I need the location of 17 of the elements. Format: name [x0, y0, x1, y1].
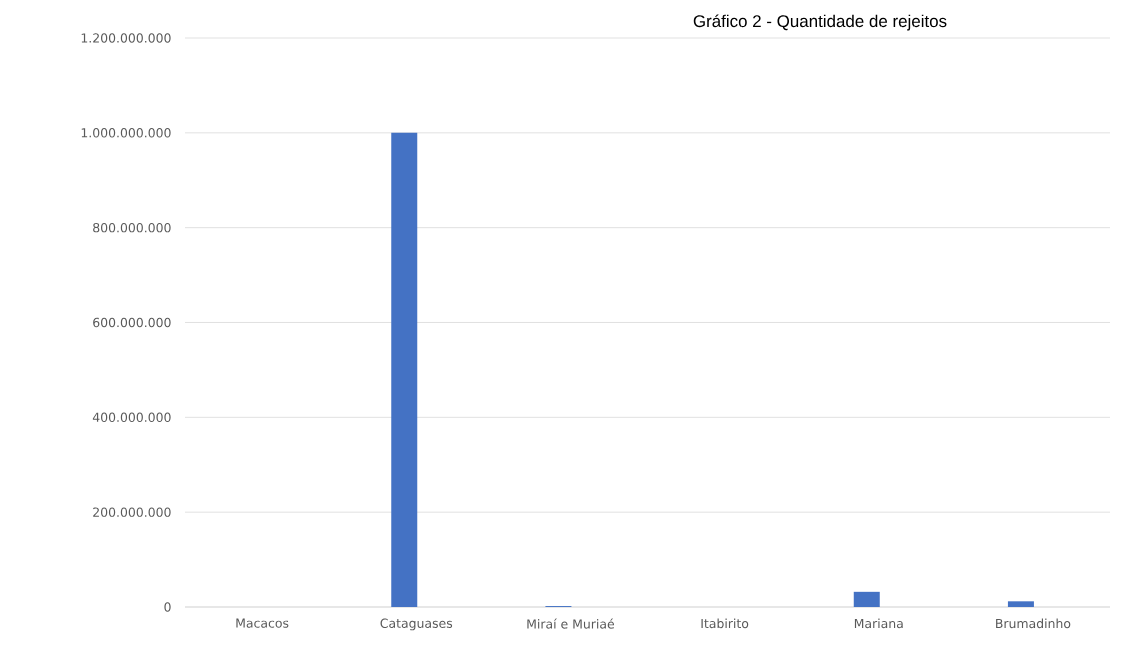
y-tick-label: 600.000.000: [93, 317, 171, 328]
y-tick-label: 400.000.000: [92, 412, 171, 423]
y-tick-label: 200.000.000: [93, 507, 171, 517]
bar: [853, 591, 880, 607]
chart-title: Gráfico 2 - Quantidade de rejeitos: [693, 14, 947, 31]
y-tick-label: 1.200.000.000: [81, 33, 171, 43]
y-tick-label: 0: [164, 602, 171, 612]
y-tick-label: 800.000.000: [93, 222, 171, 233]
x-tick-label: Brumadinho: [996, 618, 1071, 629]
x-tick-label: Mariana: [854, 618, 903, 629]
bar: [391, 132, 418, 607]
bar: [1007, 601, 1034, 607]
x-tick-label: Itabirito: [701, 618, 749, 629]
x-tick-label: Miraí e Muriaé: [527, 618, 615, 629]
x-tick-label: Cataguases: [380, 618, 453, 631]
x-tick-label: Macacos: [236, 618, 289, 628]
y-tick-label: 1.000.000.000: [81, 128, 171, 138]
